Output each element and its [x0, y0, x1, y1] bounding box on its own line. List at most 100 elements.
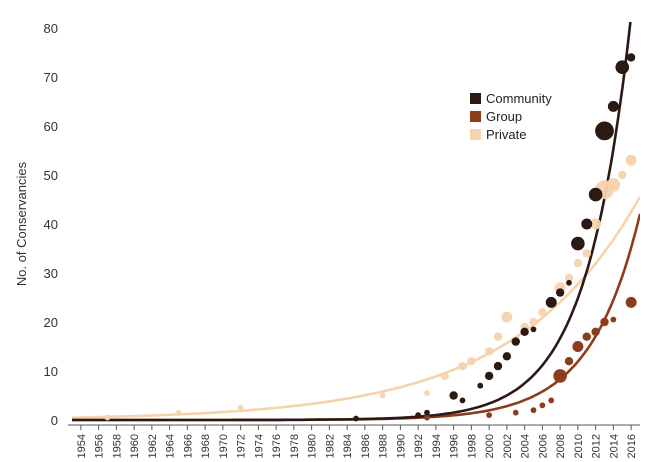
x-tick-label: 1962: [147, 434, 159, 458]
x-tick-label: 1996: [449, 434, 461, 458]
community-point: [449, 391, 458, 400]
legend-label-community: Community: [486, 91, 552, 106]
group-point: [548, 397, 555, 404]
private-point: [484, 347, 494, 356]
community-point: [353, 415, 359, 422]
trend-layer: [72, 22, 640, 422]
community-point: [555, 288, 565, 297]
community-point: [595, 121, 614, 141]
group-point: [564, 357, 574, 366]
x-tick-label: 1966: [182, 434, 194, 458]
x-tick-label: 1984: [342, 434, 354, 458]
group-trend-line: [72, 213, 640, 422]
x-tick-label: 2010: [573, 434, 585, 458]
x-tick-label: 2008: [555, 434, 567, 458]
private-point: [573, 259, 583, 268]
x-tick-label: 2002: [502, 434, 514, 458]
private-point: [606, 178, 621, 192]
y-tick-label: 0: [51, 413, 58, 428]
legend-swatch-group: [470, 111, 481, 122]
x-tick-label: 1988: [378, 434, 390, 458]
y-tick-label: 80: [44, 21, 58, 36]
community-point: [484, 371, 494, 381]
group-point: [553, 369, 567, 383]
community-point: [477, 382, 484, 389]
legend: Community Group Private: [470, 91, 552, 142]
group-point: [539, 402, 546, 409]
x-tick-label: 1974: [253, 434, 265, 458]
y-tick-label: 40: [44, 217, 58, 232]
community-point: [615, 60, 630, 74]
community-point: [545, 296, 557, 308]
y-tick-label: 60: [44, 119, 58, 134]
x-tick-label: 1968: [200, 434, 212, 458]
group-point: [530, 407, 537, 414]
private-point: [237, 404, 244, 411]
private-trend-line: [72, 196, 640, 419]
private-point: [529, 317, 538, 327]
points-layer: [104, 53, 637, 422]
community-point: [424, 409, 430, 416]
community-point: [493, 361, 503, 371]
group-point: [572, 341, 584, 352]
community-point: [530, 326, 537, 333]
community-point: [415, 412, 422, 418]
community-trend-line: [72, 22, 632, 422]
community-point: [502, 352, 512, 361]
private-point: [424, 390, 430, 396]
private-point: [564, 273, 574, 283]
private-point: [618, 170, 627, 180]
private-point: [467, 357, 476, 366]
group-point: [600, 317, 609, 327]
private-point: [440, 371, 449, 381]
x-tick-label: 1986: [360, 434, 372, 458]
x-tick-label: 1978: [289, 434, 301, 458]
axes-layer: 0 10 20 30 40 50 60 70 80 1954 1956 1958 1960 1962 196…: [14, 21, 640, 458]
legend-label-private: Private: [486, 127, 526, 142]
group-point: [591, 327, 600, 336]
x-tick-label: 2006: [537, 434, 549, 458]
group-point: [424, 414, 430, 421]
private-point: [590, 218, 602, 230]
group-point: [486, 412, 493, 418]
private-point: [104, 414, 111, 421]
x-tick-label: 1960: [129, 434, 141, 458]
legend-swatch-private: [470, 129, 481, 140]
private-point: [582, 249, 591, 258]
private-point: [625, 154, 637, 166]
private-point: [379, 392, 386, 399]
y-axis-title: No. of Conservancies: [14, 161, 29, 286]
community-point: [571, 236, 585, 251]
y-tick-label: 30: [44, 266, 58, 281]
x-tick-label: 2014: [608, 434, 620, 458]
x-tick-label: 1964: [165, 434, 177, 458]
y-tick-label: 70: [44, 70, 58, 85]
group-point: [512, 409, 519, 416]
x-tick-label: 2004: [520, 434, 532, 458]
x-tick-label: 2000: [484, 434, 496, 458]
private-point: [175, 409, 182, 416]
private-point: [458, 361, 467, 371]
x-tick-label: 1994: [431, 434, 443, 458]
x-tick-label: 1976: [271, 434, 283, 458]
x-tick-label: 1998: [466, 434, 478, 458]
legend-label-group: Group: [486, 109, 522, 124]
private-point: [501, 311, 513, 323]
y-tick-label: 50: [44, 168, 58, 183]
x-tick-label: 1954: [76, 434, 88, 458]
y-tick-label: 20: [44, 315, 58, 330]
community-point: [459, 397, 466, 404]
community-point: [566, 279, 572, 286]
community-point: [511, 337, 520, 346]
x-tick-label: 2016: [626, 434, 638, 458]
x-tick-label: 2012: [591, 434, 603, 458]
y-tick-label: 10: [44, 364, 58, 379]
community-point: [520, 327, 529, 336]
community-point: [626, 53, 636, 62]
x-tick-label: 1958: [111, 434, 123, 458]
legend-swatch-community: [470, 93, 481, 104]
x-tick-label: 1972: [236, 434, 248, 458]
private-point: [538, 308, 547, 317]
x-tick-label: 1980: [307, 434, 319, 458]
